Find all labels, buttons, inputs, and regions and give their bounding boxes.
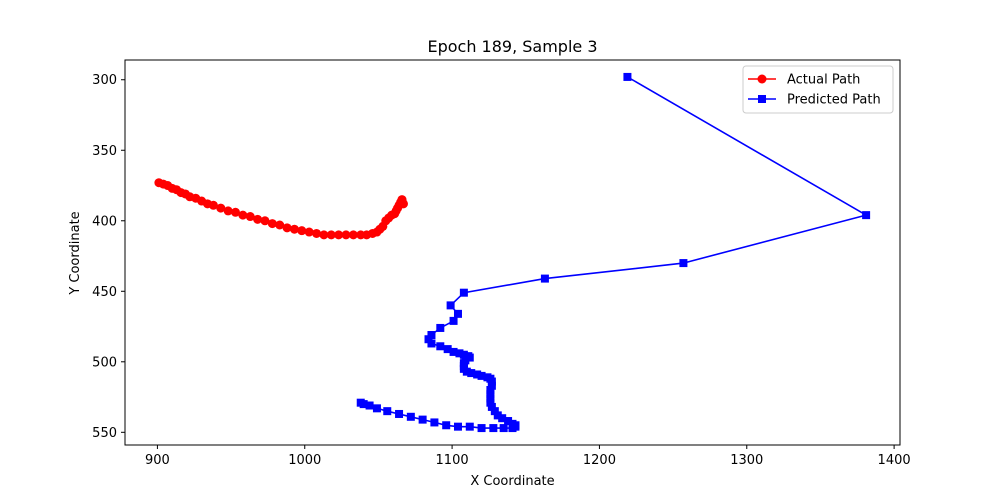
- y-tick-label: 450: [92, 285, 117, 300]
- actual-path-point: [289, 224, 299, 234]
- legend-box: [742, 65, 894, 114]
- predicted-path-point: [424, 335, 433, 344]
- predicted-path-point: [487, 402, 496, 411]
- predicted-path-point: [365, 401, 374, 410]
- y-tick-label: 350: [92, 144, 117, 159]
- predicted-path-point: [493, 411, 502, 420]
- predicted-path-point: [418, 415, 427, 424]
- actual-path-point: [334, 230, 344, 240]
- predicted-path-point: [383, 407, 392, 416]
- predicted-path-point: [477, 424, 486, 433]
- actual-path-point: [341, 230, 351, 240]
- predicted-path-point: [486, 398, 495, 407]
- predicted-path-point: [465, 422, 474, 431]
- legend-actual-path-marker: [757, 74, 767, 84]
- actual-path-point: [267, 219, 277, 229]
- predicted-path-point: [467, 369, 476, 378]
- predicted-path-point: [459, 350, 468, 359]
- actual-path-point: [223, 206, 233, 216]
- plot-frame: [124, 59, 901, 446]
- predicted-path-point: [446, 301, 455, 310]
- axes: 900 1000 1100 1200 1300 1400 300 350 400 450 500 55…: [92, 59, 911, 468]
- predicted-path-point: [449, 316, 458, 325]
- actual-path-point: [208, 200, 218, 210]
- x-tick-label: 1200: [583, 453, 616, 468]
- predicted-path-point: [486, 394, 495, 403]
- predicted-path-point: [406, 412, 415, 421]
- actual-path-point: [398, 199, 408, 209]
- predicted-path-point: [489, 424, 498, 433]
- predicted-path-point: [487, 381, 496, 390]
- predicted-path-point: [499, 424, 508, 433]
- actual-path-point: [312, 228, 322, 238]
- y-tick-label: 550: [92, 426, 117, 441]
- actual-path-point: [319, 230, 329, 240]
- actual-path-series: [154, 178, 408, 240]
- predicted-path-point: [473, 370, 482, 379]
- predicted-path-point: [427, 331, 436, 339]
- predicted-path-point: [395, 409, 404, 418]
- predicted-path-point: [487, 377, 496, 386]
- x-tick-label: 900: [145, 453, 170, 468]
- actual-path-point: [216, 203, 226, 213]
- plot-marks: [154, 72, 871, 433]
- actual-path-point: [326, 230, 336, 240]
- predicted-path-point: [436, 323, 445, 332]
- actual-path-point: [231, 207, 241, 217]
- legend-predicted-path-marker: [758, 95, 766, 103]
- y-tick-label: 400: [92, 214, 117, 229]
- predicted-path-point: [427, 339, 436, 348]
- predicted-path-series: [356, 72, 871, 433]
- predicted-path-point: [442, 421, 451, 430]
- predicted-path-point: [862, 211, 871, 220]
- predicted-path-point: [504, 417, 513, 426]
- y-axis-label: Y Coordinate: [68, 211, 83, 295]
- predicted-path-point: [477, 371, 486, 380]
- predicted-path-point: [486, 386, 495, 394]
- predicted-path-point: [490, 407, 499, 416]
- actual-path-point: [297, 226, 307, 236]
- predicted-path-point: [453, 422, 462, 431]
- actual-path-point: [245, 212, 255, 222]
- actual-path-point: [304, 227, 314, 237]
- predicted-path-point: [372, 404, 381, 413]
- predicted-path-point: [430, 418, 439, 427]
- predicted-path-point: [486, 390, 495, 399]
- legend-predicted-path-label: Predicted Path: [787, 93, 881, 108]
- legend-actual-path-label: Actual Path: [787, 73, 860, 88]
- actual-path-point: [238, 210, 248, 220]
- predicted-path-point: [436, 342, 445, 351]
- predicted-path-point: [679, 259, 688, 268]
- x-tick-label: 1400: [878, 453, 911, 468]
- legend: Actual Path Predicted Path: [742, 65, 894, 114]
- chart-title: Epoch 189, Sample 3: [427, 37, 597, 56]
- predicted-path-point: [462, 367, 471, 376]
- actual-path-point: [260, 216, 270, 226]
- predicted-path-point: [623, 72, 632, 81]
- actual-path-point: [253, 214, 263, 224]
- predicted-path-point: [465, 353, 474, 362]
- actual-path-point: [282, 223, 292, 233]
- actual-path-point: [348, 230, 358, 240]
- predicted-path-point: [455, 349, 464, 358]
- y-tick-label: 300: [92, 73, 117, 88]
- predicted-path-point: [508, 424, 517, 433]
- y-tick-label: 500: [92, 355, 117, 370]
- x-tick-label: 1100: [436, 453, 469, 468]
- x-tick-label: 1300: [730, 453, 763, 468]
- predicted-path-point: [443, 345, 452, 354]
- predicted-path-point: [449, 347, 458, 356]
- x-tick-label: 1000: [288, 453, 321, 468]
- predicted-path-point: [453, 309, 462, 318]
- actual-path-point: [275, 220, 285, 230]
- x-axis-label: X Coordinate: [470, 474, 554, 489]
- predicted-path-point: [459, 288, 468, 297]
- predicted-path-point: [498, 414, 507, 423]
- predicted-path-point: [356, 398, 365, 407]
- predicted-path-point: [540, 274, 549, 283]
